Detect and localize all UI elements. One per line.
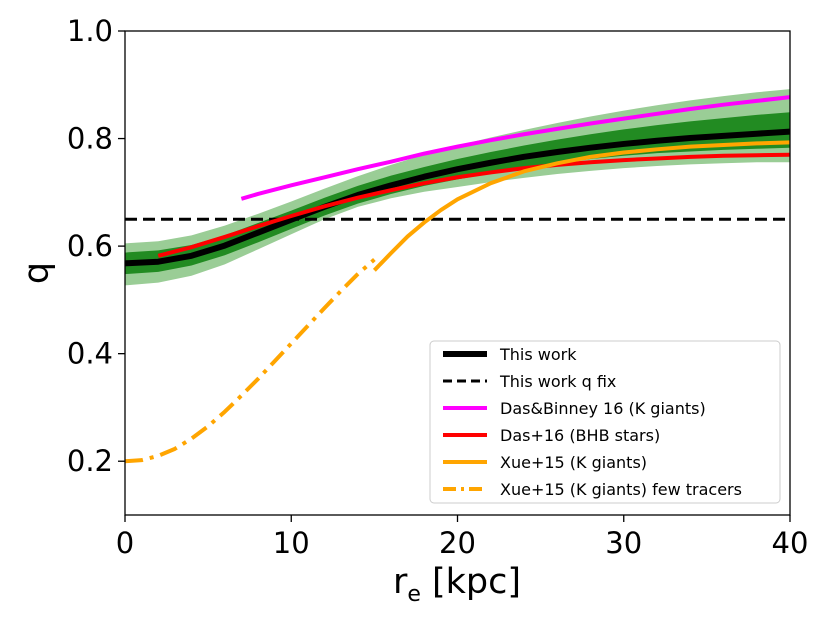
- legend-box: [429, 340, 781, 504]
- series-line-xue-15-k-giants: [372, 140, 790, 272]
- legend-label-xue-15-k-giants: Xue+15 (K giants): [500, 453, 647, 472]
- y-axis-label: q: [17, 262, 57, 284]
- x-tick-label: 10: [273, 526, 310, 560]
- legend-label-das-binney-16-k-giants: Das&Binney 16 (K giants): [500, 399, 706, 418]
- series-lines: [125, 95, 790, 464]
- x-tick-label: 30: [605, 526, 642, 560]
- band-this-work-2-sigma: [125, 89, 790, 286]
- legend-label-this-work: This work: [499, 345, 577, 364]
- series-line-das-16-bhb-stars: [157, 152, 790, 258]
- x-axis-label: re [kpc]: [393, 562, 521, 607]
- series-line-das-binney-16-k-giants: [240, 95, 790, 201]
- axis-ticks: 0 10 20 30 40 0.2 0.4 0.6 0.8 1.0: [67, 14, 809, 560]
- y-tick-label: 0.4: [67, 337, 113, 371]
- legend-label-xue-15-k-giants-few-tracers: Xue+15 (K giants) few tracers: [500, 480, 742, 499]
- legend-label-this-work-q-fix: This work q fix: [499, 372, 616, 391]
- y-tick-label: 0.2: [67, 444, 113, 478]
- confidence-bands: [125, 89, 790, 286]
- x-tick-label: 20: [439, 526, 476, 560]
- x-tick-label: 0: [116, 526, 134, 560]
- series-line-this-work: [125, 128, 790, 267]
- y-tick-label: 1.0: [67, 14, 113, 48]
- legend: This work This work q fix Das&Binney 16 (K…: [429, 340, 781, 504]
- y-tick-label: 0.6: [67, 229, 113, 263]
- y-tick-label: 0.8: [67, 122, 113, 156]
- legend-label-das-16-bhb-stars: Das+16 (BHB stars): [500, 426, 660, 445]
- series-line-xue-15-k-giants-few-tracers: [125, 258, 376, 464]
- x-tick-label: 40: [772, 526, 809, 560]
